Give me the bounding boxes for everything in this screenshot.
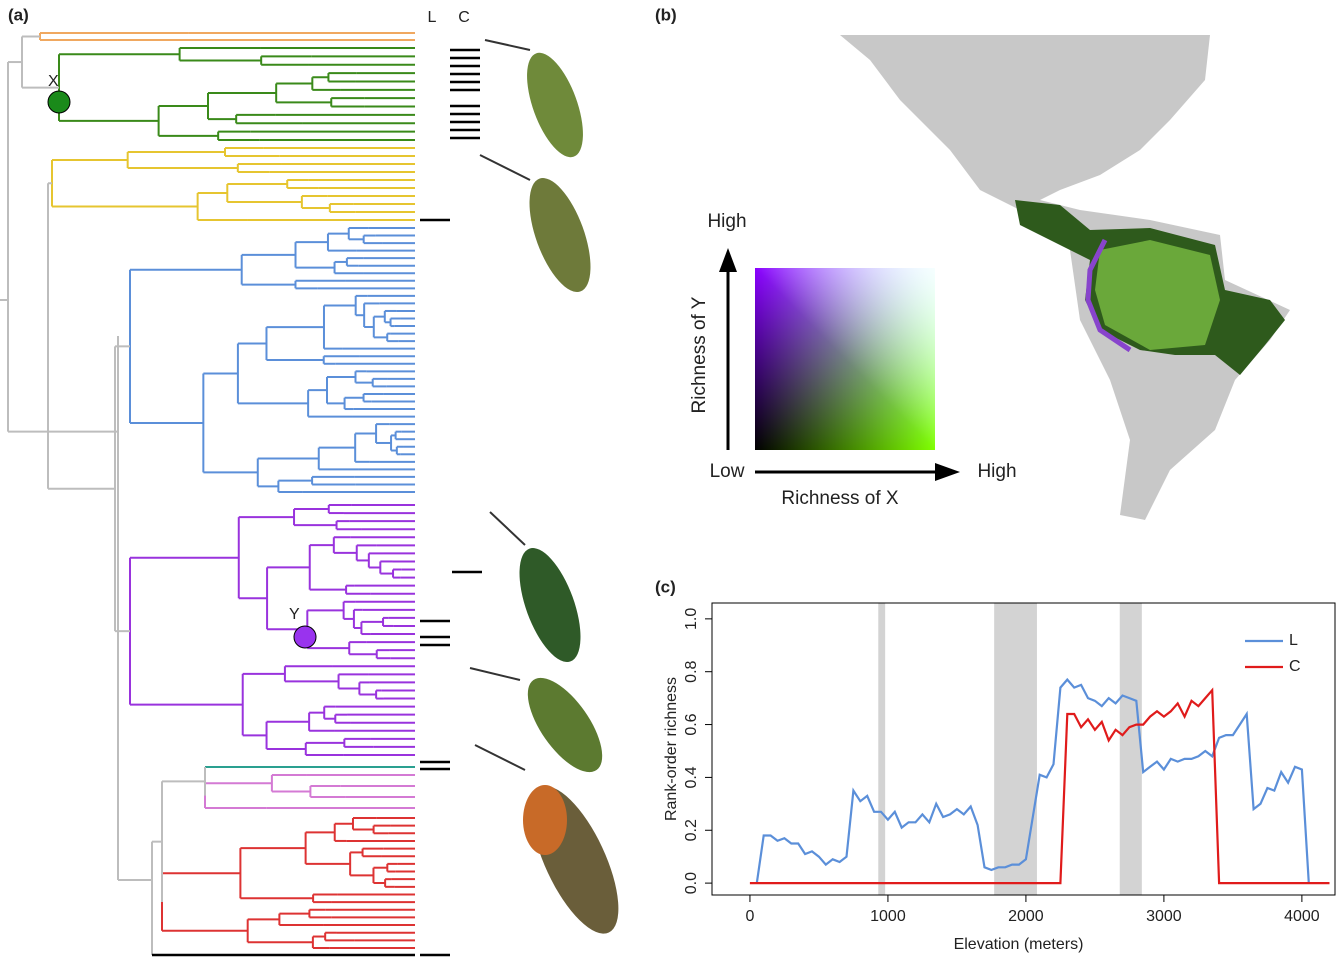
page: (a) L C X Y (b) High Low High R — [0, 0, 1338, 957]
key-axis-label: Richness of X — [781, 488, 899, 509]
bird-illustrations — [470, 40, 636, 945]
x-tick-label: 1000 — [870, 908, 906, 925]
shaded-range — [1120, 603, 1142, 895]
key-label: High — [977, 461, 1016, 482]
node-marker — [48, 91, 70, 113]
y-tick-label: 0.4 — [683, 766, 700, 788]
y-tick-label: 1.0 — [683, 608, 700, 630]
node-marker — [294, 626, 316, 648]
y-tick-label: 0.8 — [683, 660, 700, 682]
column-label: L — [428, 9, 437, 26]
x-tick-label: 4000 — [1284, 908, 1320, 925]
y-tick-label: 0.6 — [683, 713, 700, 735]
arrowhead — [935, 463, 960, 481]
shaded-range — [878, 603, 885, 895]
y-axis-label: Rank-order richness — [663, 677, 680, 821]
line-chart: 0 1000 2000 3000 4000 0.0 0.2 0.4 0.6 0.8 1.0 Eleva… — [663, 603, 1335, 953]
panel-label: (b) — [655, 5, 677, 24]
legend-label: L — [1289, 632, 1298, 649]
x-tick-label: 0 — [745, 908, 754, 925]
node-label: X — [48, 73, 59, 90]
key-axis-label: Richness of Y — [689, 296, 710, 413]
x-tick-label: 3000 — [1146, 908, 1182, 925]
arrowhead — [719, 248, 737, 272]
node-label: Y — [289, 606, 300, 623]
phylogeny — [0, 33, 415, 955]
x-tick-label: 2000 — [1008, 908, 1044, 925]
color-key — [755, 268, 935, 450]
panel-label: (c) — [655, 577, 676, 596]
key-label: High — [707, 211, 746, 232]
figure: (a) L C X Y (b) High Low High R — [0, 0, 1338, 957]
y-tick-label: 0.2 — [683, 819, 700, 841]
shaded-range — [994, 603, 1037, 895]
presence-bars — [152, 50, 482, 955]
column-label: C — [458, 9, 470, 26]
key-label: Low — [710, 461, 745, 482]
x-axis-label: Elevation (meters) — [954, 936, 1084, 953]
legend-label: C — [1289, 658, 1301, 675]
panel-label: (a) — [8, 5, 29, 24]
y-tick-label: 0.0 — [683, 872, 700, 894]
